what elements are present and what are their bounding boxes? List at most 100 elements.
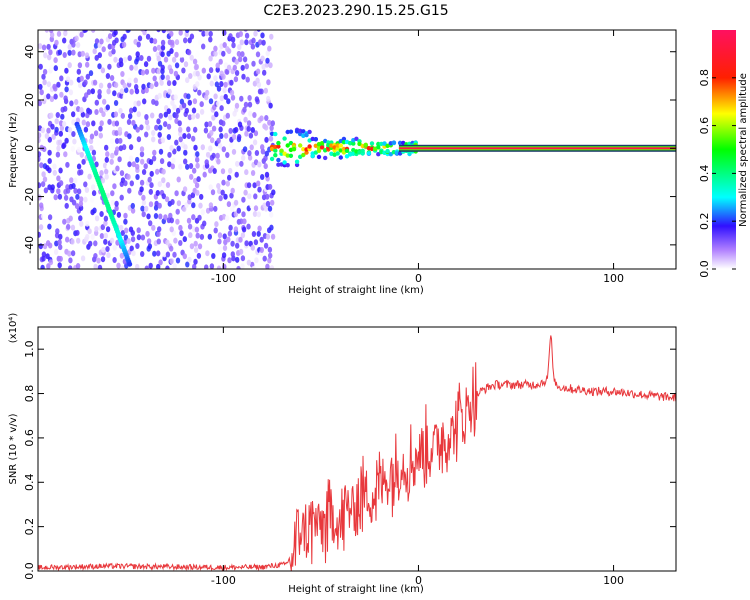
heatmap-cell — [114, 130, 119, 137]
heatmap-cell — [170, 163, 175, 170]
heatmap-cell — [151, 67, 156, 74]
heatmap-cell — [47, 223, 52, 230]
heatmap-cell — [194, 63, 199, 70]
heatmap-cell — [49, 112, 54, 119]
heatmap-cell — [263, 242, 269, 249]
heatmap-cell — [64, 86, 69, 93]
heatmap-cell — [215, 152, 220, 159]
heatmap-cell — [66, 223, 71, 230]
heatmap-cell — [65, 236, 70, 243]
heatmap-cell — [285, 143, 290, 148]
heatmap-cell — [179, 230, 184, 237]
heatmap-cell — [195, 189, 200, 196]
heatmap-cell — [129, 180, 134, 187]
heatmap-cell — [217, 238, 222, 245]
heatmap-cell — [276, 140, 281, 146]
heatmap-cell — [169, 68, 174, 75]
heatmap-cell — [244, 240, 249, 247]
heatmap-cell — [254, 257, 259, 264]
heatmap-cell — [67, 44, 72, 50]
heatmap-cell — [115, 146, 120, 153]
heatmap-cell — [269, 125, 274, 131]
heatmap-cell — [257, 225, 262, 232]
heatmap-cell — [59, 75, 64, 82]
heatmap-cell — [265, 200, 271, 207]
heatmap-cell — [216, 183, 221, 189]
heatmap-cell — [71, 111, 76, 118]
heatmap-cell — [188, 73, 193, 79]
heatmap-cell — [260, 144, 265, 151]
heatmap-cell — [97, 63, 102, 70]
heatmap-cell — [266, 95, 271, 102]
heatmap-cell — [195, 162, 200, 169]
heatmap-cell — [40, 264, 45, 269]
heatmap-cell — [105, 104, 111, 111]
heatmap-cell — [68, 89, 74, 96]
heatmap-cell — [214, 111, 219, 118]
heatmap-cell — [259, 88, 264, 95]
heatmap-cell — [103, 220, 108, 227]
heatmap-cell — [58, 167, 63, 174]
heatmap-cell — [195, 81, 200, 88]
heatmap-cell — [53, 249, 59, 255]
heatmap-cell — [304, 150, 309, 155]
heatmap-cell — [148, 188, 153, 195]
heatmap-cell — [182, 186, 188, 193]
heatmap-cell — [149, 182, 154, 189]
y-axis-label-bottom: SNR (10 * v/v) — [8, 413, 19, 484]
heatmap-cell — [142, 98, 147, 105]
heatmap-cell — [104, 168, 109, 175]
heatmap-cell — [385, 148, 390, 154]
heatmap-cell — [94, 38, 100, 45]
heatmap-cell — [222, 245, 228, 251]
heatmap-cell — [76, 237, 81, 244]
heatmap-cell — [165, 239, 170, 246]
heatmap-cell — [114, 120, 120, 127]
heatmap-cell — [268, 102, 273, 109]
heatmap-cell — [228, 224, 233, 231]
heatmap-cell — [257, 161, 262, 168]
heatmap-cell — [38, 83, 43, 90]
heatmap-cell — [157, 60, 163, 67]
heatmap-cell — [139, 146, 145, 153]
heatmap-cell — [354, 136, 359, 141]
heatmap-cell — [270, 199, 275, 206]
heatmap-cell — [208, 98, 214, 105]
heatmap-cell — [244, 63, 249, 70]
heatmap-cell — [140, 158, 145, 165]
heatmap-cell — [62, 105, 68, 112]
heatmap-cell — [38, 182, 42, 189]
heatmap-cell — [243, 101, 249, 108]
axes-top: -100 0 100 -40 -20 0 20 40 — [23, 30, 676, 285]
heatmap-cell — [144, 131, 149, 138]
heatmap-cell — [131, 250, 136, 257]
heatmap-cell — [122, 33, 127, 40]
heatmap-cell — [154, 100, 159, 107]
heatmap-cell — [173, 237, 178, 244]
heatmap-cell — [231, 148, 237, 155]
heatmap-cell — [141, 169, 147, 175]
heatmap-cell — [184, 202, 189, 208]
heatmap-cell — [253, 239, 259, 246]
heatmap-cell — [83, 196, 88, 203]
heatmap-cell — [155, 190, 160, 196]
heatmap-cell — [250, 244, 255, 251]
heatmap-cell — [215, 62, 220, 69]
heatmap-cell — [67, 62, 72, 69]
heatmap-cell — [38, 43, 43, 50]
heatmap-cell — [71, 49, 76, 56]
heatmap-cell — [244, 32, 250, 39]
heatmap-cell — [234, 171, 239, 178]
heatmap-cell — [183, 149, 188, 156]
heatmap-cell — [68, 265, 73, 269]
heatmap-cell — [91, 149, 97, 156]
heatmap-cell — [252, 112, 257, 118]
heatmap-cell — [171, 56, 177, 63]
heatmap-cell — [237, 134, 242, 140]
heatmap-cell — [117, 156, 122, 163]
heatmap-cell — [75, 229, 80, 236]
heatmap-cell — [316, 154, 322, 160]
heatmap-cell — [136, 227, 141, 234]
heatmap-cell — [144, 114, 149, 120]
heatmap-cell — [199, 233, 205, 240]
